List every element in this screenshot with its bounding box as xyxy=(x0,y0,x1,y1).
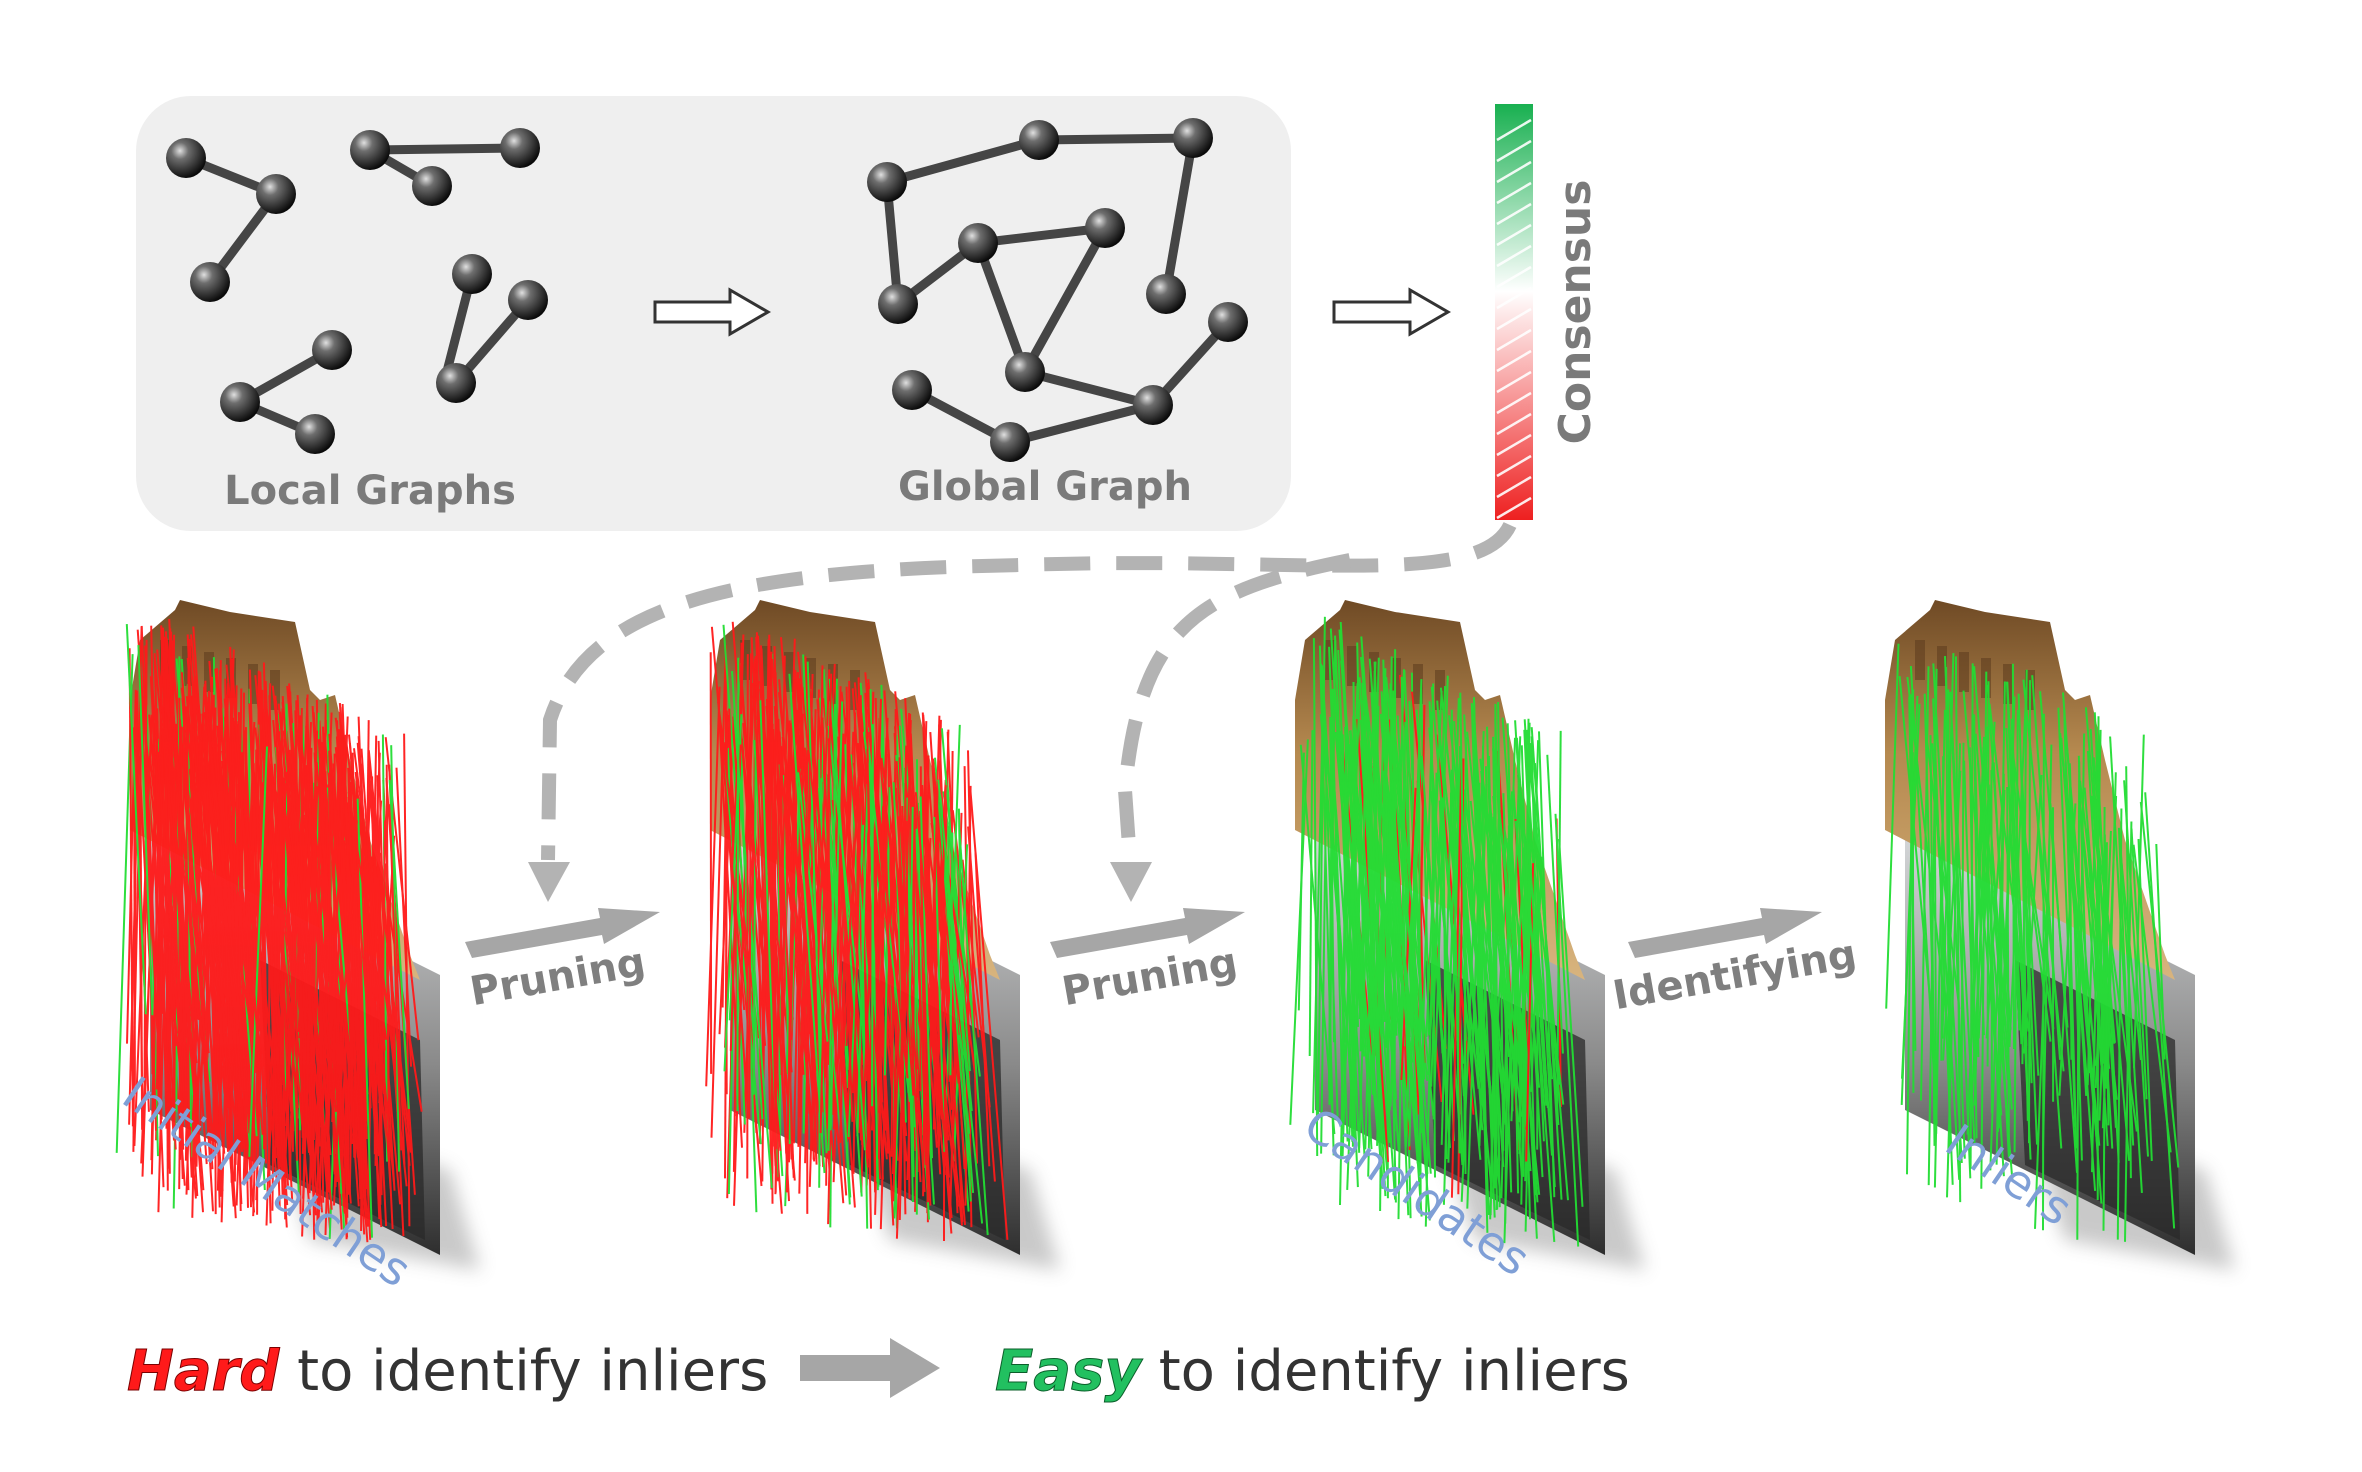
caption-arrow-icon xyxy=(800,1338,940,1398)
local-graph-nodes xyxy=(166,128,548,454)
easy-caption-rest: to identify inliers xyxy=(1141,1339,1630,1404)
consensus-feedback-arrows xyxy=(541,521,1517,861)
hard-word: Hard xyxy=(127,1339,280,1404)
dashed-arrow-head xyxy=(528,862,570,902)
local-graphs-label: Local Graphs xyxy=(224,468,516,514)
easy-caption: Easy to identify inliers xyxy=(995,1339,1630,1404)
candidates-panel xyxy=(1289,600,1645,1270)
pruned-matches-panel xyxy=(705,600,1060,1270)
hard-caption-rest: to identify inliers xyxy=(279,1339,768,1404)
global-graph-nodes xyxy=(867,118,1248,462)
consensus-bar xyxy=(1495,104,1533,520)
initial-matches-panel xyxy=(115,600,480,1270)
arrow-right-icon xyxy=(653,287,771,337)
global-graph-label: Global Graph xyxy=(898,464,1192,510)
inliers-panel xyxy=(1885,600,2235,1270)
easy-word: Easy xyxy=(995,1339,1143,1404)
consensus-label: Consensus xyxy=(1550,180,1601,445)
hard-caption: Hard to identify inliers xyxy=(127,1339,768,1404)
dashed-arrow-head xyxy=(1110,862,1152,902)
step-arrows xyxy=(465,908,1822,958)
arrow-right-icon xyxy=(1332,287,1451,337)
